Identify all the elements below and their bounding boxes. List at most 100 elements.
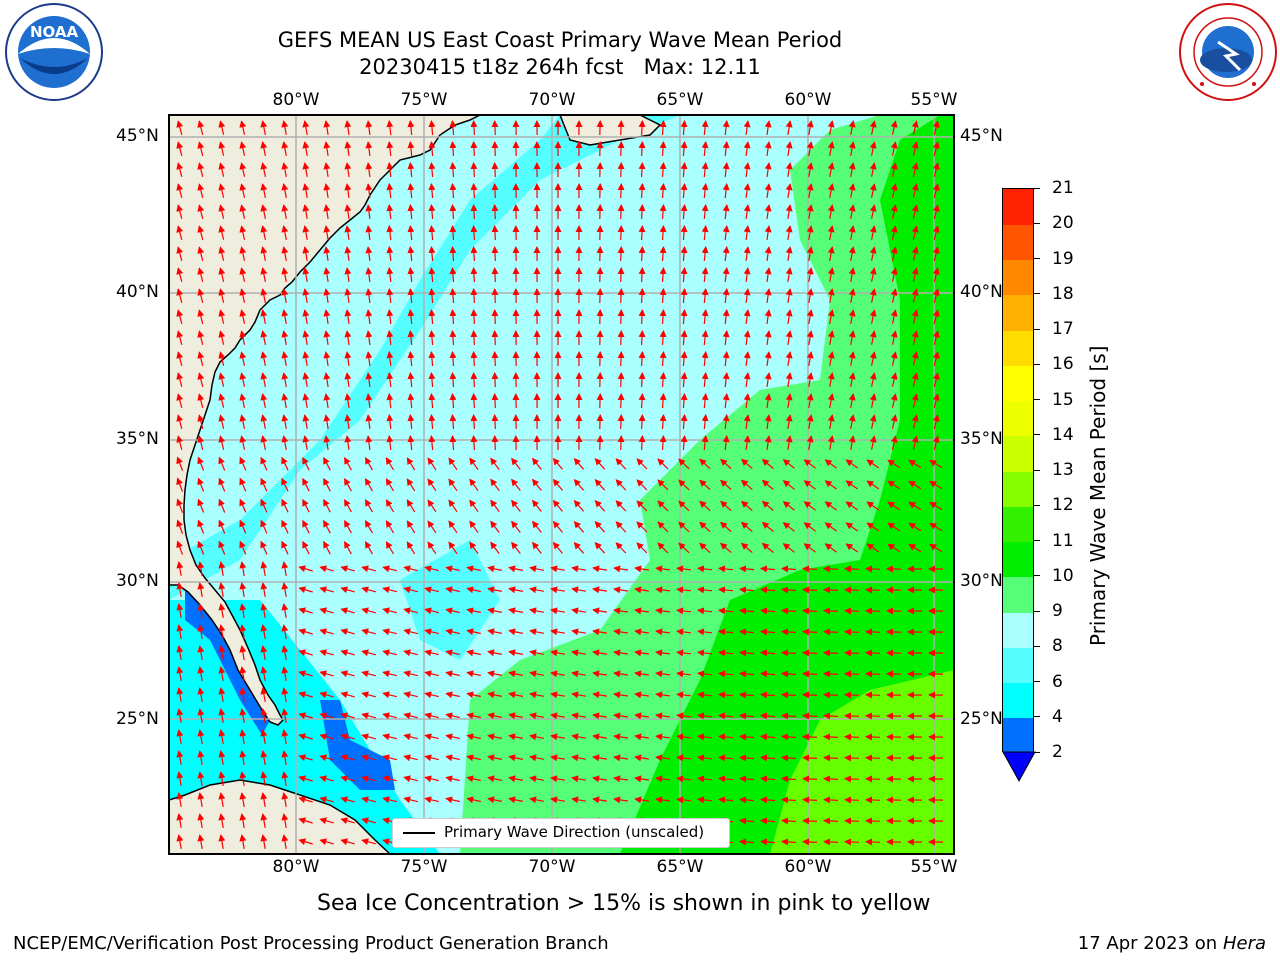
wave-direction-arrow [718,691,734,699]
wave-direction-arrow [869,225,877,240]
wave-direction-arrow [806,246,814,262]
colorbar-tick-text: 9 [1052,601,1063,621]
wave-direction-arrow [281,204,289,220]
wave-direction-arrow [176,267,184,282]
lon-top-70w: 70°W [528,90,576,110]
wave-direction-arrow [176,414,184,429]
colorbar-tick-mark [1034,363,1040,365]
wave-direction-arrow [197,183,205,198]
wave-direction-arrow [659,372,667,388]
wave-direction-arrow [344,499,352,513]
wave-direction-arrow [761,500,774,511]
wave-direction-arrow [529,586,545,594]
wave-direction-arrow [550,586,566,594]
wave-direction-arrow [697,754,713,762]
wave-direction-arrow [911,246,919,261]
wave-direction-arrow [785,435,793,450]
wave-direction-arrow [508,628,524,636]
wave-direction-arrow [550,607,566,615]
wave-direction-arrow [239,708,247,724]
wave-direction-arrow [445,628,460,636]
wave-direction-arrow [573,541,585,554]
wave-direction-arrow [319,670,334,678]
wave-direction-arrow [218,456,226,471]
wave-direction-arrow [386,393,394,409]
wave-direction-arrow [655,607,670,615]
wave-direction-arrow [382,586,397,594]
wave-direction-arrow [319,775,334,783]
wave-direction-arrow [302,477,310,492]
wave-direction-arrow [722,204,730,220]
wave-direction-arrow [806,435,814,451]
wave-direction-arrow [508,607,524,615]
wave-direction-arrow [865,754,881,762]
wave-direction-arrow [197,288,205,303]
wave-direction-arrow [657,521,669,533]
wave-direction-arrow [865,817,881,825]
wave-direction-arrow [260,582,268,598]
wave-direction-arrow [802,733,818,741]
wave-direction-arrow [908,543,922,553]
wave-direction-arrow [764,267,772,282]
wave-direction-arrow [655,586,670,594]
colorbar-segment [1003,294,1033,331]
wave-direction-arrow [932,309,940,324]
wave-direction-arrow [281,645,289,661]
wave-direction-arrow [571,565,587,573]
wave-direction-arrow [361,586,376,594]
wave-direction-arrow [908,480,922,490]
wave-direction-arrow [911,414,919,429]
wave-direction-arrow [470,120,478,136]
wave-direction-arrow [722,288,730,304]
wave-direction-arrow [218,162,226,177]
wave-direction-arrow [469,499,479,513]
wave-direction-arrow [865,796,881,804]
wave-direction-arrow [428,267,436,283]
wave-direction-arrow [260,540,268,555]
wave-direction-arrow [281,435,289,451]
wave-direction-arrow [911,141,919,156]
wave-direction-arrow [344,541,352,555]
wave-direction-arrow [344,246,352,261]
wave-direction-arrow [676,607,691,615]
wave-direction-arrow [655,754,670,762]
wave-direction-arrow [785,393,793,408]
colorbar-tick-label: 11 [1034,531,1074,551]
wave-direction-arrow [701,120,709,136]
wave-direction-arrow [449,309,457,325]
wave-direction-arrow [722,120,730,136]
wave-direction-arrow [340,775,355,783]
wave-direction-arrow [680,267,688,283]
wave-direction-arrow [302,330,310,346]
wave-direction-arrow [427,520,437,534]
wave-direction-arrow [176,603,184,619]
wave-direction-arrow [594,458,606,470]
wave-direction-arrow [638,393,646,409]
wave-direction-arrow [617,225,625,241]
wave-direction-arrow [365,351,373,366]
wave-direction-arrow [806,372,814,388]
wave-direction-arrow [785,288,793,303]
wave-direction-arrow [176,624,184,640]
wave-direction-arrow [239,687,247,703]
wave-direction-arrow [319,565,334,573]
wave-direction-arrow [827,183,835,199]
wave-direction-arrow [827,267,835,283]
wave-direction-arrow [508,586,524,594]
wave-direction-arrow [743,435,751,450]
colorbar-tick-text: 13 [1052,460,1074,480]
lat-left-25n: 25°N [116,709,159,729]
colorbar-segment [1003,612,1033,648]
wave-direction-arrow [617,141,625,157]
wave-direction-arrow [176,519,184,534]
wave-direction-arrow [239,393,247,408]
wave-direction-arrow [239,267,247,282]
wave-direction-arrow [365,246,373,261]
colorbar-tick-label: 21 [1034,178,1074,198]
wave-direction-arrow [911,435,919,450]
wave-direction-arrow [932,267,940,282]
colorbar-tick-label: 2 [1034,742,1063,762]
wave-direction-arrow [764,225,772,240]
wave-direction-arrow [615,479,627,491]
wave-direction-arrow [319,733,334,741]
